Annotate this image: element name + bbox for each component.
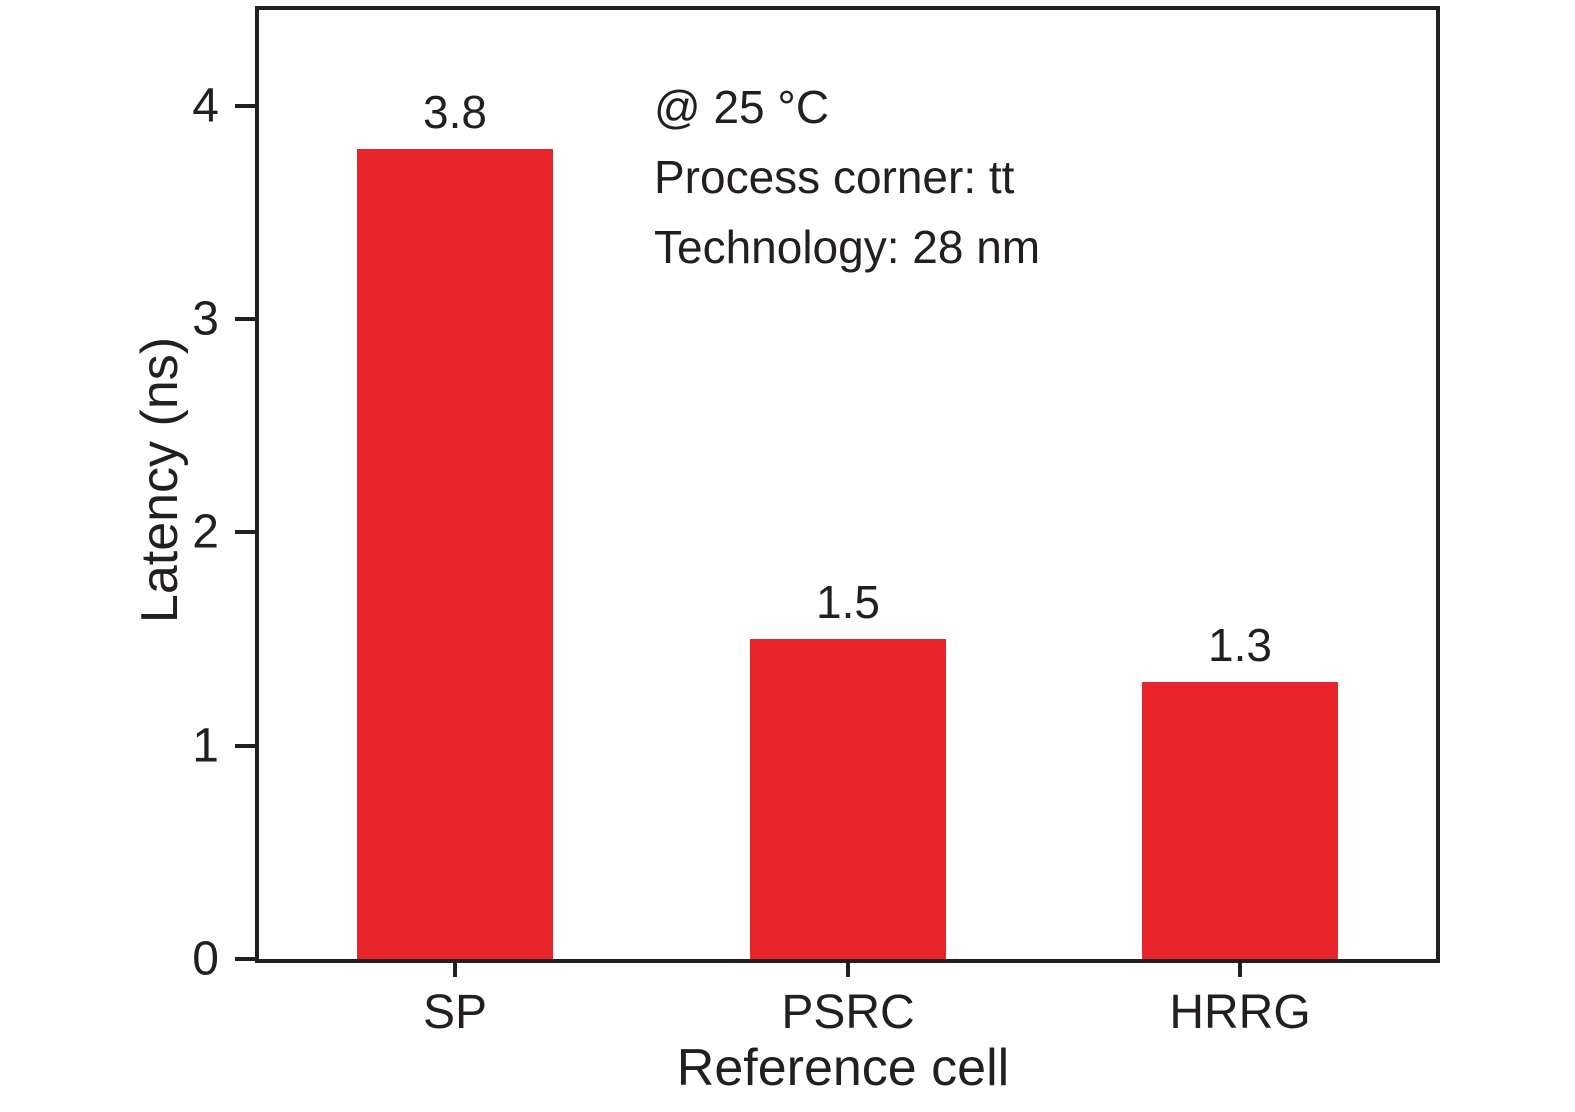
y-tick-mark xyxy=(235,744,255,748)
plot-area: @ 25 °C Process corner: tt Technology: 28 … xyxy=(255,6,1440,963)
y-tick-label-0: 0 xyxy=(192,932,219,986)
annotation-block: @ 25 °C Process corner: tt Technology: 28 … xyxy=(654,72,1040,282)
bar-hrrg xyxy=(1142,682,1338,959)
bar-sp xyxy=(357,149,553,959)
annotation-line: @ 25 °C xyxy=(654,81,830,133)
x-tick-mark xyxy=(846,959,850,977)
bar-psrc xyxy=(750,639,946,959)
bar-value-label: 1.5 xyxy=(816,576,880,628)
x-tick-label-psrc: PSRC xyxy=(781,986,915,1039)
bar-value-label: 3.8 xyxy=(423,86,487,138)
bar-value-label: 1.3 xyxy=(1208,619,1272,671)
y-axis-label: Latency (ns) xyxy=(131,336,189,624)
y-tick-mark xyxy=(235,957,255,961)
y-tick-label-1: 1 xyxy=(192,719,219,773)
x-tick-label-sp: SP xyxy=(422,986,488,1039)
y-tick-mark xyxy=(235,530,255,534)
y-tick-label-3: 3 xyxy=(192,292,219,346)
x-tick-label-hrrg: HRRG xyxy=(1169,986,1311,1039)
x-tick-mark xyxy=(453,959,457,977)
y-tick-label-2: 2 xyxy=(192,505,219,559)
annotation-line: Process corner: tt xyxy=(654,151,1015,203)
y-tick-mark xyxy=(235,317,255,321)
y-tick-label-4: 4 xyxy=(192,79,219,133)
x-axis-label: Reference cell xyxy=(676,1039,1010,1097)
y-tick-mark xyxy=(235,104,255,108)
annotation-line: Technology: 28 nm xyxy=(654,221,1041,273)
x-tick-mark xyxy=(1238,959,1242,977)
